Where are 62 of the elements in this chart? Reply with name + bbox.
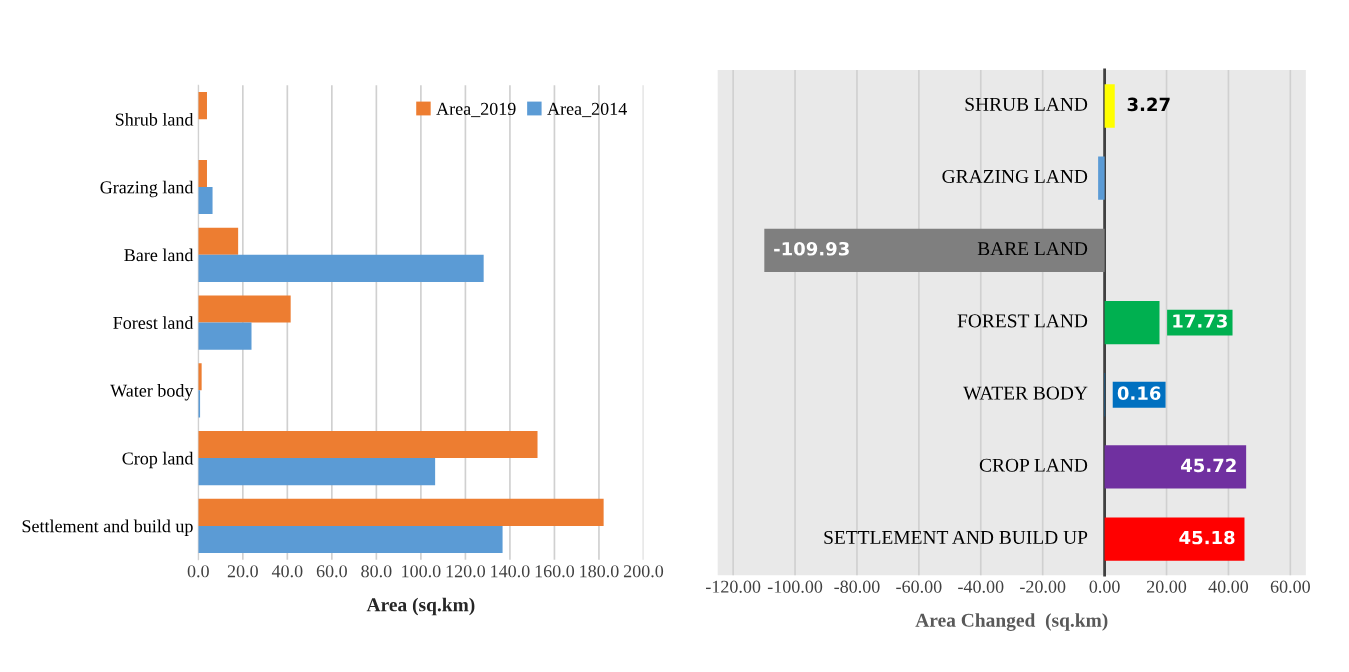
y-tick-label: Crop land — [122, 451, 194, 469]
bar — [198, 322, 252, 350]
data-label: -109.93 — [774, 241, 849, 256]
data-label: 3.27 — [1127, 97, 1170, 112]
x-tick-label: -80.00 — [834, 580, 880, 593]
bar — [198, 498, 604, 526]
bar — [1104, 300, 1160, 345]
bar — [1098, 156, 1105, 200]
y-tick-label: BARE LAND — [977, 242, 1088, 256]
x-tick-label: 0.0 — [187, 565, 209, 578]
bar — [198, 295, 291, 323]
x-tick-label: 180.0 — [580, 565, 619, 578]
x-tick-label: 40.00 — [1208, 580, 1249, 593]
x-tick-label: -20.00 — [1020, 580, 1066, 593]
y-tick-label: Water body — [110, 384, 194, 401]
x-tick-label: 140.0 — [491, 565, 530, 578]
y-tick-label: SETTLEMENT AND BUILD UP — [824, 530, 1088, 544]
x-tick-label: 60.0 — [316, 565, 347, 578]
x-tick-label: 80.0 — [361, 565, 392, 578]
y-tick-label: WATER BODY — [963, 386, 1088, 400]
bar — [1104, 84, 1115, 128]
x-tick-label: 40.0 — [271, 565, 303, 578]
bar — [198, 525, 503, 553]
y-tick-label: Grazing land — [100, 180, 194, 198]
bar — [1104, 445, 1247, 489]
x-tick-label: 0.00 — [1089, 580, 1120, 593]
x-tick-label: -120.00 — [705, 580, 761, 593]
x-axis-title: Area Changed (sq.km) — [915, 613, 1108, 631]
data-label: 45.18 — [1179, 530, 1235, 545]
bar — [198, 159, 207, 188]
bar — [198, 227, 239, 255]
bar — [764, 228, 1105, 273]
data-label: 17.73 — [1173, 314, 1227, 328]
data-label: 45.72 — [1181, 458, 1236, 473]
y-tick-label: FOREST LAND — [957, 314, 1088, 328]
x-tick-label: -60.00 — [896, 580, 942, 593]
x-tick-label: 60.00 — [1270, 580, 1310, 593]
y-tick-label: Bare land — [124, 248, 194, 262]
x-tick-label: 200.0 — [623, 565, 664, 578]
y-tick-label: CROP LAND — [979, 458, 1088, 472]
bar — [198, 254, 484, 282]
y-tick-label: Forest land — [113, 316, 194, 329]
x-tick-label: 120.0 — [446, 565, 486, 578]
data-label: 0.16 — [1117, 386, 1161, 400]
x-tick-label: 160.0 — [535, 565, 575, 578]
bar — [198, 187, 213, 215]
y-tick-label: Shrub land — [115, 112, 194, 126]
x-tick-label: 20.00 — [1147, 580, 1187, 593]
bar — [1104, 517, 1245, 561]
x-tick-label: -100.00 — [767, 580, 823, 593]
x-tick-label: -40.00 — [958, 580, 1004, 593]
x-axis-title: Area (sq.km) — [366, 597, 475, 616]
bar — [198, 92, 207, 120]
x-tick-label: 20.0 — [227, 565, 258, 578]
legend-label: Area_2014 — [547, 102, 627, 118]
bar — [198, 458, 436, 486]
bar — [198, 431, 538, 459]
y-tick-label: GRAZING LAND — [942, 169, 1088, 184]
x-tick-label: 100.0 — [402, 565, 441, 578]
y-tick-label: Settlement and build up — [22, 519, 193, 536]
legend-label: Area_2019 — [436, 102, 516, 118]
y-tick-label: SHRUB LAND — [965, 97, 1088, 111]
